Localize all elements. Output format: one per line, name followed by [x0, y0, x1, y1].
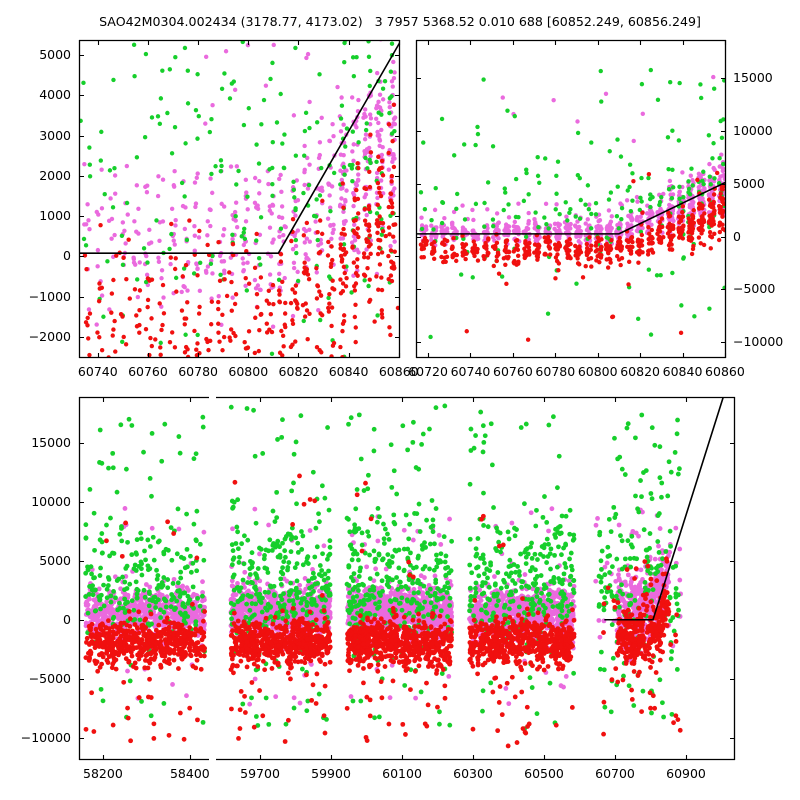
x-tick-label: 60780: [535, 364, 576, 379]
x-tick-label: 60840: [328, 364, 369, 379]
plot-top-right: [416, 40, 726, 358]
y-tick-label: 5000: [733, 175, 765, 191]
y-tick-label: 5000: [39, 46, 71, 62]
y-tick-label: −2000: [28, 329, 71, 345]
y-tick-label: −10000: [20, 729, 71, 745]
x-tick-label: 59900: [311, 766, 351, 781]
x-tick-label: 60740: [450, 364, 491, 379]
x-tick-label: 60820: [620, 364, 660, 379]
x-tick-label: 60860: [705, 364, 745, 379]
x-tick-label: 60760: [493, 364, 533, 379]
y-tick-label: 0: [733, 228, 741, 244]
y-tick-label: −10000: [733, 334, 784, 350]
y-tick-label: 5000: [39, 552, 71, 568]
plot-bottom-right-segment: [216, 397, 735, 760]
y-tick-label: 0: [63, 248, 71, 264]
y-tick-label: 15000: [733, 70, 773, 86]
x-tick-label: 60900: [666, 766, 706, 781]
x-tick-label: 58200: [83, 766, 123, 781]
x-tick-label: 59700: [240, 766, 280, 781]
x-tick-label: 60860: [378, 364, 419, 379]
y-tick-label: 10000: [733, 122, 773, 138]
x-tick-label: 60820: [278, 364, 319, 379]
plot-top-left: [79, 40, 400, 358]
x-tick-label: 58400: [169, 766, 210, 781]
x-tick-label: 60700: [595, 766, 635, 781]
x-tick-label: 60300: [453, 766, 493, 781]
x-tick-label: 60100: [382, 766, 422, 781]
x-tick-label: 60500: [524, 766, 564, 781]
plot-bottom-left-segment: [79, 397, 209, 760]
x-tick-label: 60840: [662, 364, 703, 379]
y-tick-label: 2000: [39, 167, 71, 183]
y-tick-label: 1000: [39, 208, 71, 224]
y-tick-label: 4000: [39, 87, 71, 103]
y-tick-label: −1000: [28, 288, 71, 304]
y-tick-label: 15000: [31, 434, 71, 450]
x-tick-label: 60800: [577, 364, 618, 379]
y-tick-label: 3000: [39, 127, 71, 143]
y-tick-label: 10000: [31, 493, 71, 509]
x-tick-label: 60780: [178, 364, 218, 379]
x-tick-label: 60740: [77, 364, 118, 379]
x-tick-label: 60720: [408, 364, 448, 379]
y-tick-label: −5000: [28, 670, 71, 686]
x-tick-label: 60760: [128, 364, 168, 379]
x-tick-label: 60800: [228, 364, 269, 379]
y-tick-label: 0: [63, 611, 71, 627]
y-tick-label: −5000: [733, 281, 776, 297]
